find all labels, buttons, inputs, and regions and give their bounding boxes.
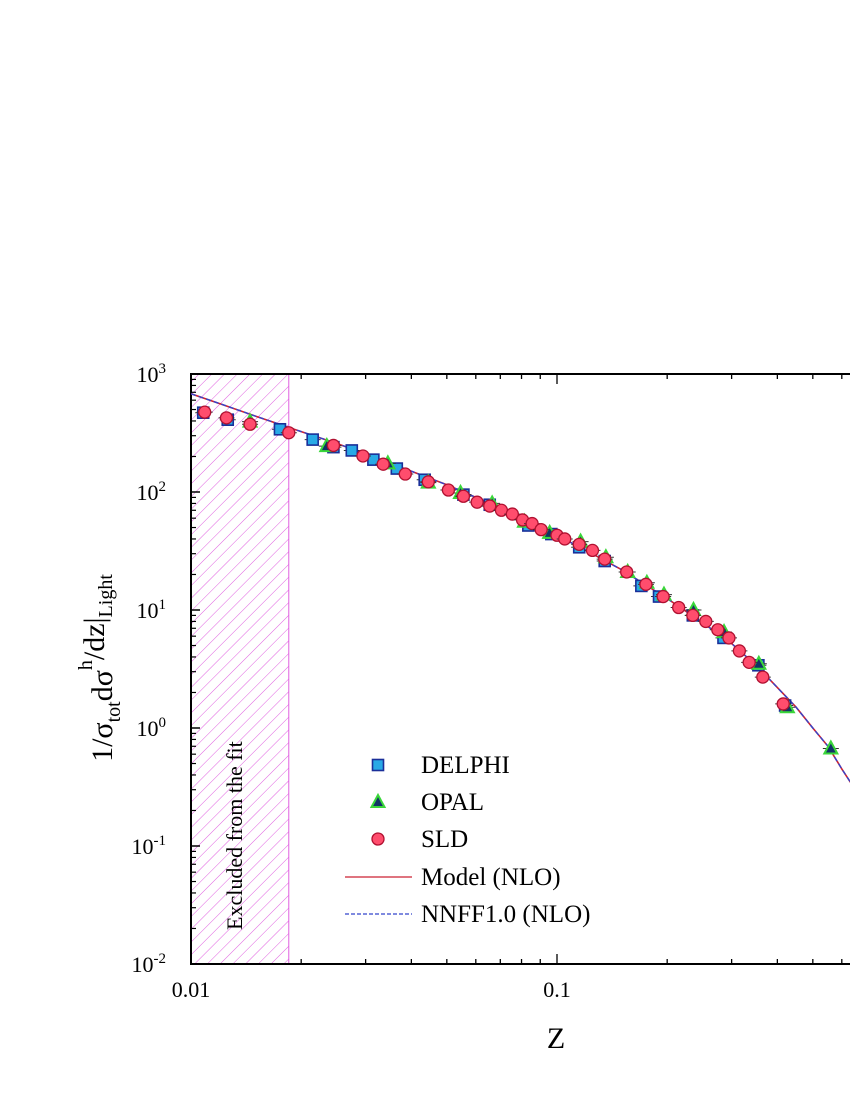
sld-point: [598, 552, 612, 566]
sld-point: [525, 516, 539, 531]
sld-point: [376, 457, 390, 471]
sld-point: [356, 449, 370, 463]
sld-point: [776, 697, 790, 711]
excluded-region-label: Excluded from the fit: [222, 741, 247, 930]
y-tick-label: 101: [137, 597, 167, 623]
axes: 10-2 10-1 100 101 102 103 0.01 0.1: [132, 361, 850, 1002]
sld-point: [742, 655, 756, 670]
y-axis-title-part: /dz|: [78, 617, 111, 660]
legend-delphi-marker: [371, 758, 385, 772]
sld-point: [470, 495, 484, 509]
delphi-point: [306, 433, 319, 446]
legend-sld-marker: [371, 832, 385, 846]
model-nlo-curve: [191, 393, 850, 784]
sld-point: [505, 507, 519, 521]
sld-point: [656, 589, 670, 604]
x-tick-label: 0.1: [543, 977, 571, 1002]
y-tick-label: 10-1: [132, 833, 167, 859]
legend-sld-label: SLD: [421, 826, 468, 853]
sld-point: [639, 577, 653, 591]
legend-opal-marker: [369, 792, 387, 808]
curves: [191, 393, 850, 784]
excluded-region-band: [190, 373, 290, 965]
sld-point: [398, 467, 412, 481]
sld-point: [456, 489, 471, 503]
y-tick-label: 100: [137, 715, 167, 741]
sld-point: [699, 614, 713, 629]
sld-point: [441, 483, 456, 497]
sld-point: [756, 670, 770, 684]
sld-point: [421, 475, 435, 489]
y-axis-title: 1/σtotdσh/dz|Light: [75, 574, 125, 762]
delphi-point: [345, 444, 359, 457]
sld-point: [572, 537, 586, 552]
legend: DELPHI OPAL SLD Model (NLO) NNFF1.0 (NLO): [345, 752, 590, 928]
sld-point: [585, 543, 600, 558]
excluded-region: Excluded from the fit: [190, 373, 290, 965]
y-axis-title-part: h: [75, 660, 97, 670]
x-axis-title: Z: [547, 1022, 565, 1055]
sld-point: [620, 565, 634, 579]
sld-point: [219, 411, 234, 425]
sld-point: [558, 532, 572, 546]
nnff-nlo-curve: [191, 393, 850, 783]
sld-point: [534, 522, 548, 537]
sld-point: [672, 600, 686, 615]
sld-point: [732, 644, 747, 658]
y-axis-title-part: Light: [95, 574, 117, 618]
y-axis-title-part: 1/σ: [86, 722, 119, 762]
y-axis-title-part: tot: [103, 701, 125, 723]
sld-point: [686, 608, 700, 623]
y-tick-label: 103: [137, 361, 167, 387]
sld-point: [282, 426, 296, 440]
legend-delphi-label: DELPHI: [421, 752, 510, 779]
y-axis-title-part: dσ: [86, 670, 119, 701]
legend-model-nlo-label: Model (NLO): [421, 864, 561, 891]
sld-point: [483, 499, 497, 513]
y-tick-label: 10-2: [132, 951, 167, 977]
opal-point: [822, 739, 840, 755]
y-tick-label: 102: [137, 479, 167, 505]
sld-point: [198, 405, 212, 419]
x-tick-label: 0.01: [172, 977, 211, 1002]
sld-point: [722, 631, 736, 645]
legend-nnff1-0-nlo-label: NNFF1.0 (NLO): [421, 901, 590, 928]
sld-point: [326, 438, 341, 453]
legend-opal-label: OPAL: [421, 789, 484, 816]
sld-point: [243, 417, 257, 431]
data-points: [195, 405, 840, 755]
sld-point: [711, 623, 725, 637]
